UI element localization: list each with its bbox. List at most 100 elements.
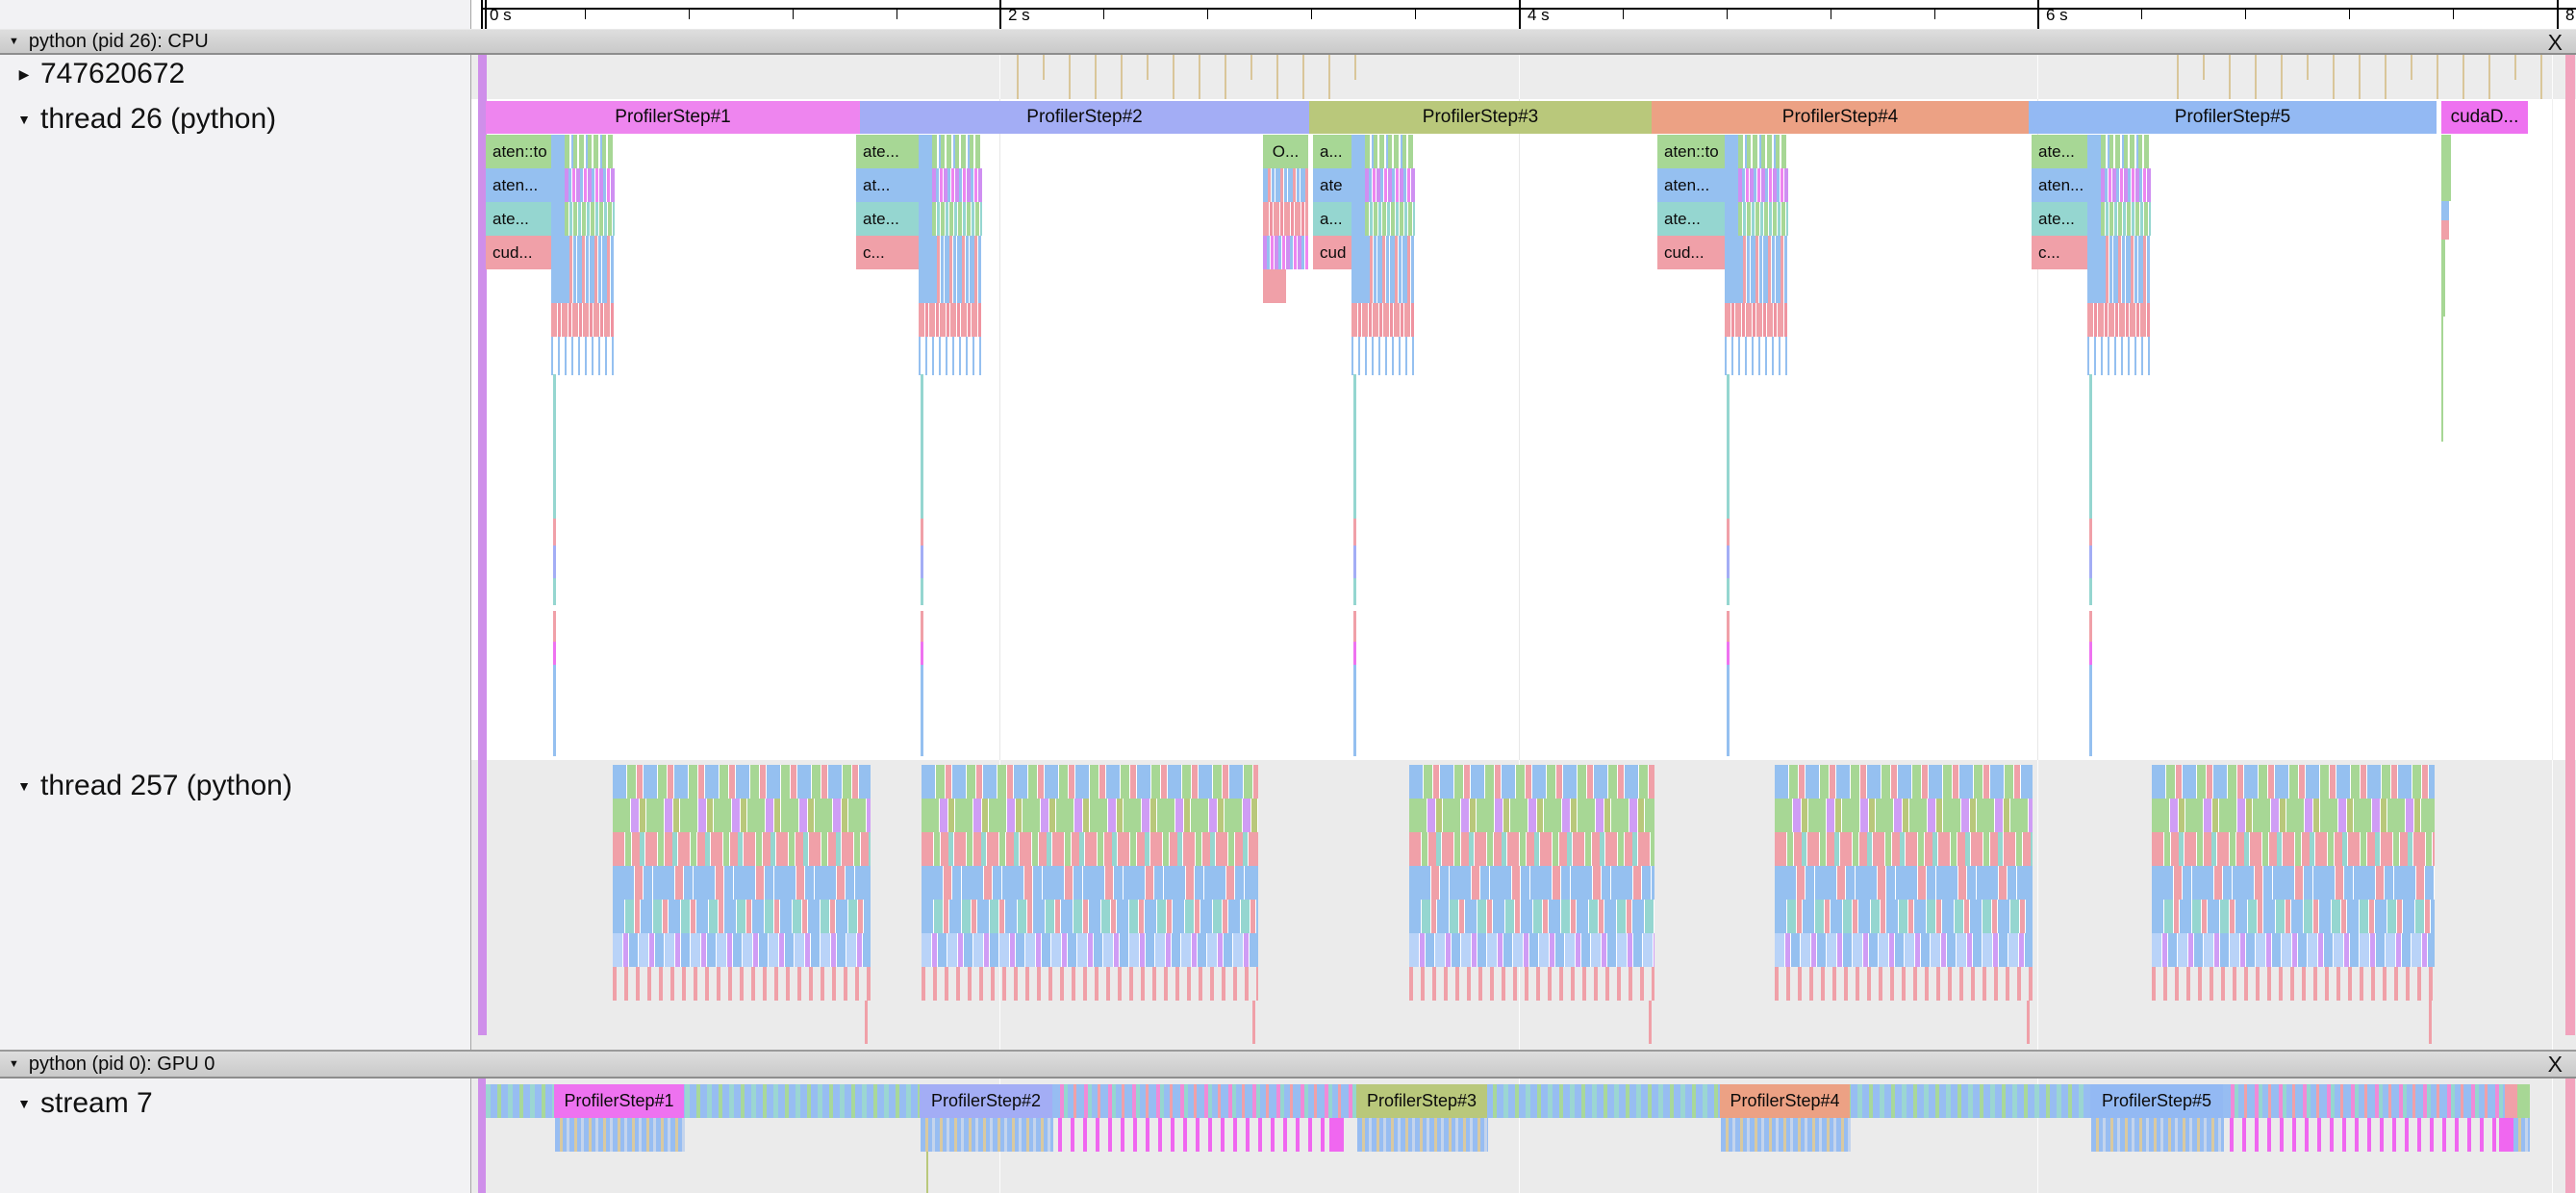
gpu-kernel-slice[interactable] bbox=[1329, 1118, 1344, 1152]
call-stack-slice[interactable] bbox=[1263, 269, 1286, 303]
flame-row-texture[interactable] bbox=[1775, 967, 2033, 1001]
cpu-section-header[interactable]: ▼ python (pid 26): CPU X bbox=[0, 29, 2576, 55]
flame-row-texture[interactable] bbox=[1409, 765, 1654, 799]
call-stack-texture[interactable] bbox=[919, 303, 982, 337]
profiler-step-slice[interactable]: ProfilerStep#3 bbox=[1309, 101, 1652, 134]
chevron-down-icon[interactable]: ▼ bbox=[17, 778, 31, 794]
call-stack-texture[interactable] bbox=[1725, 337, 1788, 375]
call-stack-slice[interactable]: a... bbox=[1313, 202, 1351, 236]
startup-slice-column[interactable] bbox=[478, 55, 487, 1035]
call-stack-texture[interactable] bbox=[551, 337, 615, 375]
call-stack-texture[interactable] bbox=[932, 202, 982, 236]
call-stack-texture[interactable] bbox=[919, 337, 982, 375]
call-stack-slice[interactable]: ate... bbox=[1657, 202, 1725, 236]
right-edge-slice-column[interactable] bbox=[2565, 1079, 2575, 1193]
flame-row-texture[interactable] bbox=[922, 832, 1258, 866]
call-stack-texture[interactable] bbox=[551, 303, 615, 337]
call-stack-texture[interactable] bbox=[1738, 236, 1788, 269]
call-stack-texture[interactable] bbox=[565, 236, 615, 269]
call-stack-texture[interactable] bbox=[1738, 168, 1788, 202]
flame-row-texture[interactable] bbox=[2152, 866, 2435, 900]
chevron-down-icon[interactable]: ▼ bbox=[17, 1096, 31, 1111]
flame-row-texture[interactable] bbox=[1409, 933, 1654, 967]
gpu-kernel-texture[interactable] bbox=[1052, 1084, 1356, 1118]
flame-row-texture[interactable] bbox=[613, 832, 871, 866]
profiler-step-slice[interactable]: ProfilerStep#1 bbox=[554, 1084, 684, 1118]
flame-row-texture[interactable] bbox=[1409, 832, 1654, 866]
call-stack-slice[interactable]: cud... bbox=[1657, 236, 1725, 269]
flame-row-texture[interactable] bbox=[1775, 765, 2033, 799]
profiler-step-slice[interactable]: ProfilerStep#4 bbox=[1720, 1084, 1850, 1118]
call-stack-texture[interactable] bbox=[1263, 202, 1308, 236]
chevron-down-icon[interactable]: ▼ bbox=[9, 36, 19, 47]
profiler-step-slice[interactable]: cudaD... bbox=[2441, 101, 2528, 134]
call-stack-texture[interactable] bbox=[2087, 337, 2151, 375]
call-stack-slice[interactable]: c... bbox=[2032, 236, 2087, 269]
sidebar-item-stream7[interactable]: ▼ stream 7 bbox=[8, 1087, 153, 1120]
call-stack-slice[interactable]: ate... bbox=[2032, 135, 2087, 168]
flame-row-texture[interactable] bbox=[1775, 933, 2033, 967]
gpu-kernel-comb[interactable] bbox=[2230, 1118, 2499, 1152]
flame-row-texture[interactable] bbox=[922, 866, 1258, 900]
flame-row-texture[interactable] bbox=[1409, 900, 1654, 933]
call-stack-texture[interactable] bbox=[1738, 135, 1788, 168]
gpu-kernel-texture[interactable] bbox=[555, 1118, 685, 1152]
call-stack-texture[interactable] bbox=[1365, 236, 1415, 269]
flame-row-texture[interactable] bbox=[1409, 866, 1654, 900]
call-stack-texture[interactable] bbox=[2101, 202, 2151, 236]
profiler-step-slice[interactable]: ProfilerStep#2 bbox=[920, 1084, 1052, 1118]
call-stack-texture[interactable] bbox=[1365, 202, 1415, 236]
flame-row-texture[interactable] bbox=[613, 765, 871, 799]
profiler-step-slice[interactable]: ProfilerStep#5 bbox=[2090, 1084, 2223, 1118]
call-stack-slice[interactable]: O... bbox=[1263, 135, 1308, 168]
flame-row-texture[interactable] bbox=[613, 866, 871, 900]
profiler-step-slice[interactable]: ProfilerStep#4 bbox=[1652, 101, 2029, 134]
gpu-kernel-texture[interactable] bbox=[2513, 1118, 2530, 1152]
call-stack-slice[interactable] bbox=[1351, 135, 1365, 303]
call-stack-texture[interactable] bbox=[932, 269, 982, 303]
call-stack-slice[interactable]: ate... bbox=[486, 202, 551, 236]
flame-row-texture[interactable] bbox=[1775, 866, 2033, 900]
flame-row-texture[interactable] bbox=[613, 799, 871, 832]
flame-row-texture[interactable] bbox=[1775, 832, 2033, 866]
call-stack-slice[interactable]: aten... bbox=[2032, 168, 2087, 202]
call-stack-texture[interactable] bbox=[1738, 269, 1788, 303]
call-stack-slice[interactable]: c... bbox=[856, 236, 919, 269]
call-stack-slice[interactable]: aten::to bbox=[486, 135, 551, 168]
gpu-section-header[interactable]: ▼ python (pid 0): GPU 0 X bbox=[0, 1050, 2576, 1079]
flame-row-texture[interactable] bbox=[2152, 967, 2435, 1001]
call-stack-slice[interactable] bbox=[551, 135, 565, 303]
profiler-step-slice[interactable]: ProfilerStep#3 bbox=[1356, 1084, 1487, 1118]
flame-row-texture[interactable] bbox=[2152, 799, 2435, 832]
profiler-step-slice[interactable]: ProfilerStep#2 bbox=[860, 101, 1309, 134]
call-stack-texture[interactable] bbox=[1738, 202, 1788, 236]
profiler-step-slice[interactable]: ProfilerStep#5 bbox=[2029, 101, 2437, 134]
gpu-kernel-texture[interactable] bbox=[921, 1118, 1053, 1152]
call-stack-slice[interactable] bbox=[1725, 135, 1738, 303]
gpu-kernel-slice[interactable] bbox=[2517, 1084, 2530, 1118]
call-stack-slice[interactable]: cud bbox=[1313, 236, 1351, 269]
call-stack-texture[interactable] bbox=[2101, 135, 2151, 168]
sidebar-item-thread26[interactable]: ▼ thread 26 (python) bbox=[8, 103, 276, 136]
call-stack-texture[interactable] bbox=[1725, 303, 1788, 337]
call-stack-texture[interactable] bbox=[932, 236, 982, 269]
call-stack-slice[interactable]: cud... bbox=[486, 236, 551, 269]
flame-row-texture[interactable] bbox=[922, 799, 1258, 832]
flame-row-texture[interactable] bbox=[2152, 832, 2435, 866]
flame-row-texture[interactable] bbox=[922, 967, 1258, 1001]
call-stack-slice[interactable]: ate bbox=[1313, 168, 1351, 202]
cpu-close-button[interactable]: X bbox=[2547, 30, 2563, 55]
call-stack-texture[interactable] bbox=[2101, 269, 2151, 303]
flame-row-texture[interactable] bbox=[2152, 765, 2435, 799]
gpu-close-button[interactable]: X bbox=[2547, 1052, 2563, 1077]
call-stack-texture[interactable] bbox=[932, 135, 982, 168]
call-stack-texture[interactable] bbox=[2101, 236, 2151, 269]
call-stack-slice[interactable] bbox=[2087, 135, 2101, 303]
call-stack-texture[interactable] bbox=[1365, 168, 1415, 202]
flame-row-texture[interactable] bbox=[922, 765, 1258, 799]
startup-slice-column[interactable] bbox=[478, 1079, 486, 1193]
call-stack-texture[interactable] bbox=[2087, 303, 2151, 337]
call-stack-texture[interactable] bbox=[1365, 135, 1415, 168]
gpu-kernel-texture[interactable] bbox=[2223, 1084, 2530, 1118]
call-stack-slice[interactable] bbox=[919, 135, 932, 303]
